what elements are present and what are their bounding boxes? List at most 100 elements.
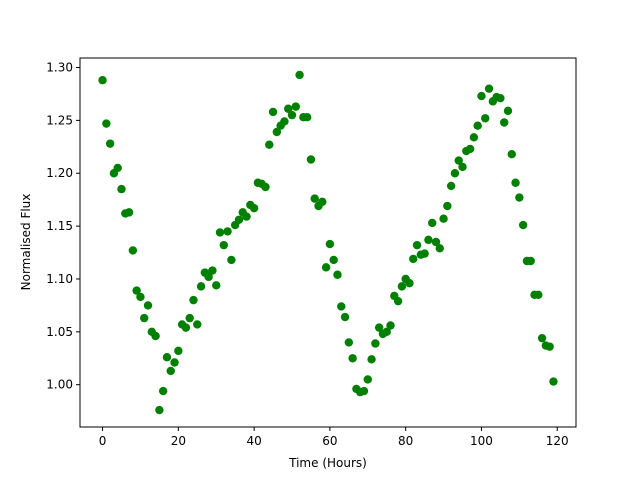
- point: [503, 106, 513, 116]
- point: [428, 218, 437, 228]
- point: [405, 279, 414, 288]
- point: [287, 110, 297, 120]
- point: [321, 263, 331, 272]
- point: [374, 323, 384, 332]
- point: [212, 281, 221, 290]
- point: [227, 255, 236, 265]
- point: [219, 240, 228, 250]
- y-tick-label: 1.30: [46, 61, 73, 75]
- point: [265, 140, 274, 149]
- x-tick-label: 40: [246, 434, 261, 448]
- point: [393, 296, 403, 306]
- point: [272, 127, 282, 137]
- point: [280, 117, 289, 126]
- point: [359, 386, 369, 396]
- point: [310, 194, 319, 203]
- y-tick-label: 1.20: [46, 166, 73, 180]
- point: [534, 290, 543, 300]
- point: [446, 181, 456, 191]
- point: [526, 256, 535, 266]
- point: [424, 235, 433, 245]
- point: [102, 119, 111, 128]
- point: [507, 150, 516, 159]
- point: [284, 104, 293, 113]
- point: [337, 302, 346, 311]
- y-axis-label: Normalised Flux: [19, 194, 33, 291]
- point: [511, 178, 520, 187]
- point: [196, 282, 206, 291]
- point: [329, 255, 338, 265]
- point: [155, 405, 164, 415]
- point: [193, 320, 202, 329]
- point: [295, 70, 304, 80]
- point: [443, 201, 452, 211]
- point: [208, 266, 217, 275]
- point: [363, 375, 372, 384]
- point: [412, 240, 422, 250]
- point: [174, 346, 183, 356]
- point: [261, 182, 270, 192]
- point: [105, 139, 115, 148]
- point: [367, 355, 376, 364]
- point: [318, 197, 327, 206]
- x-tick-label: 60: [322, 434, 337, 448]
- x-tick-label: 120: [546, 434, 569, 448]
- point: [420, 249, 429, 258]
- point: [469, 133, 479, 142]
- point: [151, 331, 160, 341]
- point: [132, 286, 141, 295]
- point: [333, 270, 342, 279]
- point: [128, 246, 138, 255]
- point: [450, 169, 460, 178]
- point: [117, 184, 126, 194]
- point: [454, 156, 463, 165]
- x-tick-label: 100: [470, 434, 493, 448]
- point: [477, 91, 486, 101]
- point: [124, 208, 134, 217]
- point: [518, 220, 528, 230]
- point: [170, 358, 179, 367]
- point: [515, 193, 524, 202]
- point: [348, 354, 357, 363]
- point: [242, 212, 251, 221]
- point: [545, 342, 554, 351]
- point: [166, 366, 175, 376]
- point: [249, 203, 259, 213]
- y-tick-label: 1.00: [46, 378, 73, 392]
- point: [371, 339, 380, 348]
- y-tick-label: 1.25: [46, 113, 73, 127]
- point: [465, 144, 475, 154]
- x-tick-label: 20: [171, 434, 186, 448]
- point: [473, 121, 482, 130]
- point: [409, 254, 418, 264]
- point: [484, 84, 494, 93]
- point: [386, 321, 395, 330]
- point: [162, 353, 172, 362]
- point: [204, 272, 213, 282]
- point: [291, 102, 300, 111]
- point: [435, 244, 444, 253]
- point: [234, 215, 244, 224]
- point: [458, 162, 467, 172]
- point: [268, 107, 278, 117]
- plot-frame: [79, 57, 577, 428]
- point: [158, 386, 168, 396]
- x-tick-label: 0: [99, 434, 107, 448]
- point: [537, 333, 547, 343]
- point: [223, 227, 232, 236]
- point: [140, 313, 149, 323]
- point: [302, 113, 312, 122]
- point: [143, 301, 153, 310]
- point: [113, 163, 122, 173]
- point: [189, 295, 198, 305]
- point: [496, 93, 505, 103]
- point: [325, 239, 335, 249]
- point: [181, 323, 191, 332]
- y-tick-label: 1.05: [46, 325, 73, 339]
- y-tick-label: 1.15: [46, 219, 73, 233]
- point: [340, 312, 350, 322]
- y-tick-label: 1.10: [46, 272, 73, 286]
- x-axis-label: Time (Hours): [288, 456, 367, 470]
